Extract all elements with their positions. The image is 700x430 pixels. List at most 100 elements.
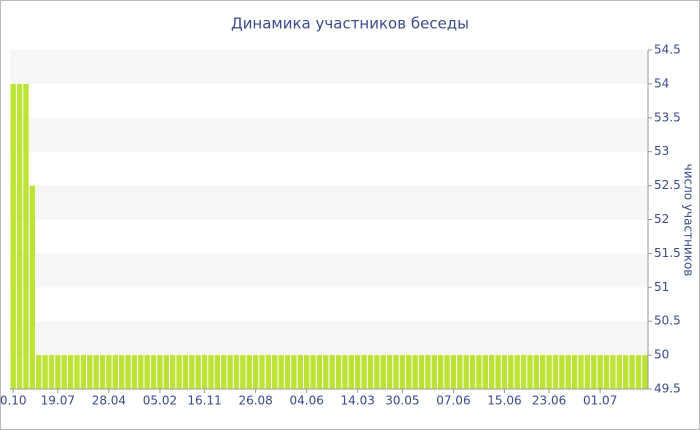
bar [348,355,355,389]
bar [380,355,386,389]
x-tick-label: 0.10 [0,394,27,408]
bar [374,355,380,389]
bar [361,355,367,389]
bar [635,355,642,389]
bar [99,355,106,389]
bar [610,355,616,389]
bar [425,355,431,389]
x-tick-label: 26.08 [238,394,272,408]
bar [457,355,463,389]
bar [233,355,240,389]
bar [131,355,138,389]
bar [252,355,259,389]
x-tick-label: 23.06 [532,394,566,408]
bar [87,355,93,389]
bar [540,355,546,389]
bar [329,355,335,389]
x-tick-label: 16.11 [187,394,221,408]
bar [29,185,36,389]
x-tick-label: 05.02 [143,394,177,408]
y-tick-label: 51 [654,280,669,294]
grid-band [10,321,648,356]
bar [444,355,450,389]
bar [431,355,437,389]
bar [316,355,323,389]
grid-band [10,253,648,288]
x-tick-label: 28.04 [92,394,126,408]
bar [310,355,316,389]
bar [463,355,469,389]
bar [482,355,488,389]
bar [74,355,80,389]
y-tick-label: 50.5 [654,314,681,328]
bar [125,355,131,389]
bar [629,355,635,389]
bar [67,355,74,389]
bar [214,355,221,389]
bar [195,355,201,389]
bar [578,355,584,389]
bar [508,355,514,389]
bar [144,355,150,389]
bar [520,355,527,389]
bar [272,355,278,389]
bar [342,355,348,389]
x-tick-label: 15.06 [487,394,521,408]
bar [201,355,208,389]
bar [303,355,310,389]
y-tick-label: 54 [654,76,669,90]
y-tick-label: 49.5 [654,382,681,396]
bar [546,355,552,389]
bar [584,355,591,389]
grid-band [10,185,648,220]
bar [36,355,42,389]
bar [489,355,495,389]
bar [284,355,291,389]
bar [182,355,189,389]
bar [495,355,501,389]
bar [118,355,125,389]
bar [265,355,272,389]
bar [323,355,329,389]
bar [527,355,533,389]
bar [367,355,374,389]
bar [176,355,182,389]
bar [10,83,16,390]
bar [412,355,418,389]
bar [571,355,578,389]
bar [559,355,565,389]
x-tick-label: 01.07 [583,394,617,408]
bar [476,355,482,389]
bar [437,355,444,389]
bar [157,355,163,389]
y-tick-label: 53 [654,144,669,158]
bar [227,355,233,389]
bar [565,355,571,389]
y-tick-label: 50 [654,348,669,362]
bar [501,355,508,389]
bar [355,355,361,389]
bar [259,355,265,389]
bar [208,355,214,389]
bar [189,355,195,389]
bar [418,355,425,389]
bar [221,355,227,389]
bar [150,355,157,389]
bar [106,355,112,389]
bar [16,83,23,390]
bar [42,355,48,389]
bar [23,83,29,390]
y-axis-label: число участников [682,164,696,277]
bar [469,355,476,389]
bar [335,355,342,389]
y-tick-label: 52.5 [654,178,681,192]
bar [514,355,520,389]
chart-title: Динамика участников беседы [231,15,469,33]
bar [399,355,406,389]
x-tick-label: 30.05 [385,394,419,408]
bar [386,355,393,389]
bar [616,355,622,389]
bar [163,355,169,389]
